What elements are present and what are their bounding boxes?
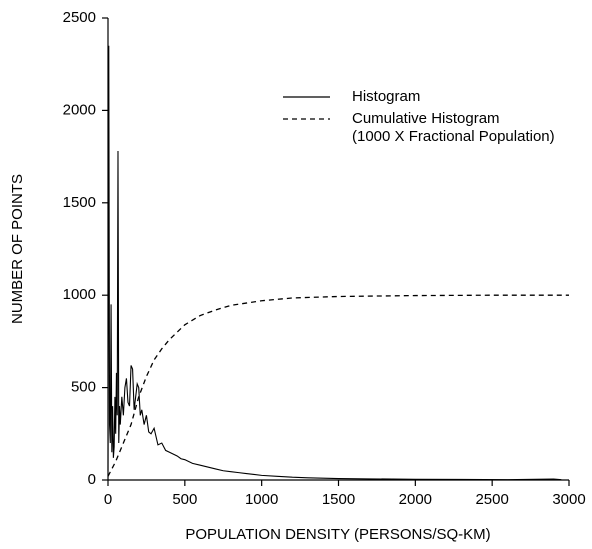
x-tick-label: 2000 — [399, 491, 432, 508]
legend-note: (1000 X Fractional Population) — [352, 128, 555, 145]
y-tick-label: 1000 — [63, 286, 96, 303]
y-tick-label: 2500 — [63, 9, 96, 26]
x-tick-label: 1500 — [322, 491, 355, 508]
legend-label: Cumulative Histogram — [352, 110, 500, 127]
legend-label: Histogram — [352, 88, 420, 105]
series-line — [107, 294, 569, 477]
x-tick-label: 2500 — [475, 491, 508, 508]
y-tick-label: 1500 — [63, 194, 96, 211]
x-tick-label: 0 — [104, 491, 112, 508]
x-tick-label: 500 — [172, 491, 197, 508]
y-tick-label: 500 — [71, 379, 96, 396]
x-axis-label: POPULATION DENSITY (PERSONS/SQ-KM) — [185, 526, 490, 543]
y-tick-label: 2000 — [63, 101, 96, 118]
x-tick-label: 1000 — [245, 491, 278, 508]
y-tick-label: 0 — [88, 471, 96, 488]
x-tick-label: 3000 — [552, 491, 585, 508]
y-axis-label: NUMBER OF POINTS — [9, 174, 26, 324]
series-line — [107, 45, 562, 481]
